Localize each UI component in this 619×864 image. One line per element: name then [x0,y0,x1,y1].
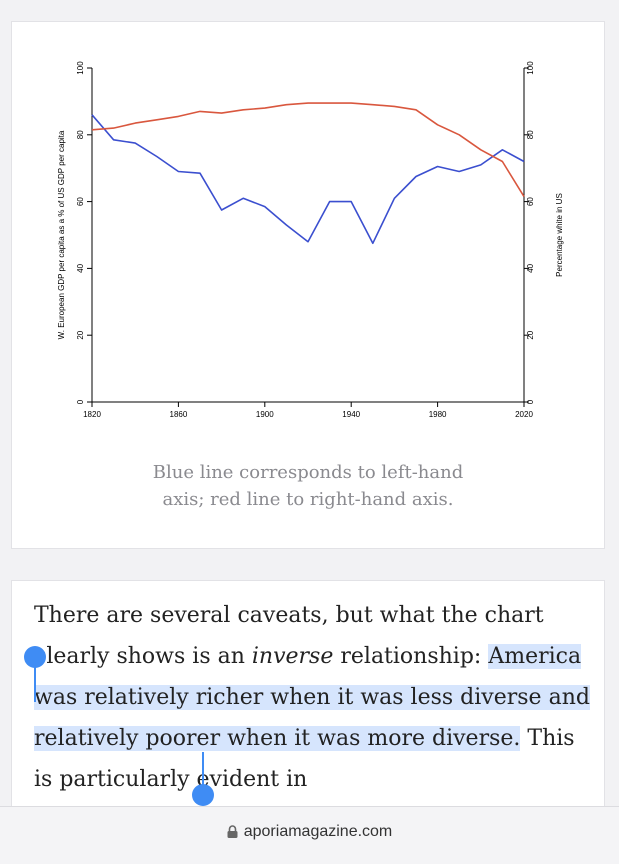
right-y-tick-label: 100 [526,61,535,75]
paragraph-text-end: This is particularly evident in [34,726,575,792]
x-tick-label: 1940 [342,410,360,419]
selection-start-handle-bar [34,656,36,702]
selection-start-handle[interactable] [24,646,46,668]
right-y-tick-label: 60 [526,197,535,206]
right-y-tick-label: 20 [526,330,535,339]
url-text: aporiamagazine.com [243,823,393,840]
right-y-tick-label: 40 [526,263,535,272]
left-y-tick-label: 100 [76,61,85,75]
paragraph-text-mid: relationship: [333,644,489,669]
article-card: There are several caveats, but what the … [11,580,605,812]
x-tick-label: 1860 [170,410,188,419]
article-paragraph[interactable]: There are several caveats, but what the … [34,595,590,800]
red-white-share-series-line [91,102,525,198]
emphasis-inverse: inverse [251,644,334,669]
right-y-axis-label: Percentage white in US [555,193,564,277]
figure-caption: Blue line corresponds to left-hand axis;… [12,459,604,513]
left-y-tick-label: 20 [76,330,85,339]
right-y-tick-label: 80 [526,130,535,139]
url-display[interactable]: aporiamagazine.com [0,823,619,841]
left-y-tick-label: 0 [76,399,85,404]
lock-icon [227,825,238,839]
paragraph-text-start: There are several caveats, but what the … [34,603,544,669]
left-y-tick-label: 40 [76,263,85,272]
x-tick-label: 1900 [256,410,274,419]
x-tick-label: 1980 [429,410,447,419]
figure-card: 0 0 20 20 40 40 60 60 80 80 100 100 1820 1860 1900 1940… [11,21,605,549]
browser-address-bar[interactable]: aporiamagazine.com [0,806,619,864]
left-y-tick-label: 60 [76,197,85,206]
x-tick-label: 2020 [515,410,533,419]
right-y-tick-label: 0 [526,399,535,404]
caption-line-2: axis; red line to right-hand axis. [162,489,454,510]
selection-end-handle-bar [202,752,204,796]
caption-line-1: Blue line corresponds to left-hand [152,462,464,483]
left-y-axis-label: W. European GDP per capita as a % of US … [57,130,66,339]
selection-end-handle[interactable] [192,784,214,806]
x-tick-label: 1820 [83,410,101,419]
left-y-tick-label: 80 [76,130,85,139]
blue-gdp-series-line [91,114,525,245]
